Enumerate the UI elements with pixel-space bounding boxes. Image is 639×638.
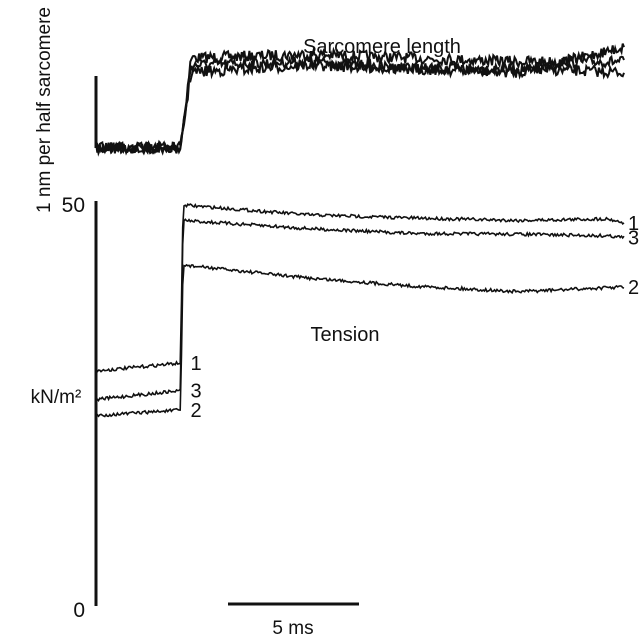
tension-panel-title: Tension bbox=[311, 324, 380, 346]
tension-tick-label: 0 bbox=[73, 599, 85, 622]
tension-tick-label: 50 bbox=[62, 194, 85, 217]
tension-y-label: kN/m² bbox=[31, 387, 82, 408]
tension-series-label-end: 2 bbox=[628, 277, 639, 299]
tension-trace-3 bbox=[95, 218, 625, 403]
time-scale-label: 5 ms bbox=[272, 618, 313, 638]
tension-series-label-pre: 3 bbox=[190, 381, 201, 403]
sarcomere-traces bbox=[95, 43, 625, 157]
tension-trace-2 bbox=[95, 263, 625, 418]
sarcomere-y-label: 1 nm per half sarcomere bbox=[34, 7, 55, 213]
sarcomere-trace bbox=[95, 43, 625, 157]
tension-traces bbox=[95, 202, 625, 418]
tension-series-label-end: 1 bbox=[628, 213, 639, 235]
tension-series-label-pre: 1 bbox=[190, 353, 201, 375]
sarcomere-trace bbox=[95, 52, 625, 156]
tension-series-label-pre: 2 bbox=[190, 400, 201, 422]
tension-trace-1 bbox=[95, 202, 625, 373]
tension-series-label-end: 3 bbox=[628, 227, 639, 249]
sarcomere-panel-title: Sarcomere length bbox=[303, 36, 461, 58]
